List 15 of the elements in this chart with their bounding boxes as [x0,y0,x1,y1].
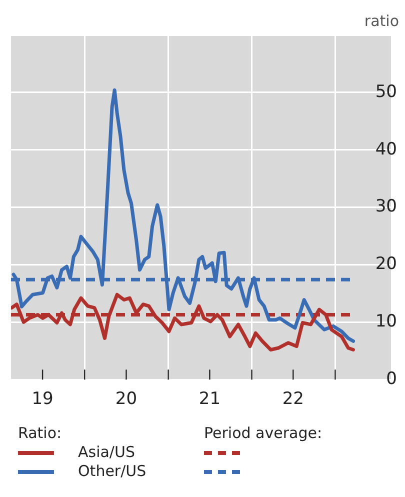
legend-label: Asia/US [78,443,136,461]
text: Period average: [204,424,322,442]
y-axis-title: ratio [364,12,399,30]
x-tick-label: 22 [282,389,304,410]
y-tick-label: 50 [375,82,397,102]
legend-title: Ratio: [18,424,63,442]
y-tick-label: 0 [386,369,397,390]
y-tick-label: 10 [375,312,397,332]
y-tick-label: 20 [375,254,397,274]
legend-label: Other/US [78,462,148,480]
y-tick-label: 30 [375,196,397,217]
y-tick-label: 40 [375,139,397,160]
x-tick-label: 21 [198,389,221,410]
x-tick-label: 20 [115,389,138,410]
x-tick-label: 19 [32,389,54,410]
